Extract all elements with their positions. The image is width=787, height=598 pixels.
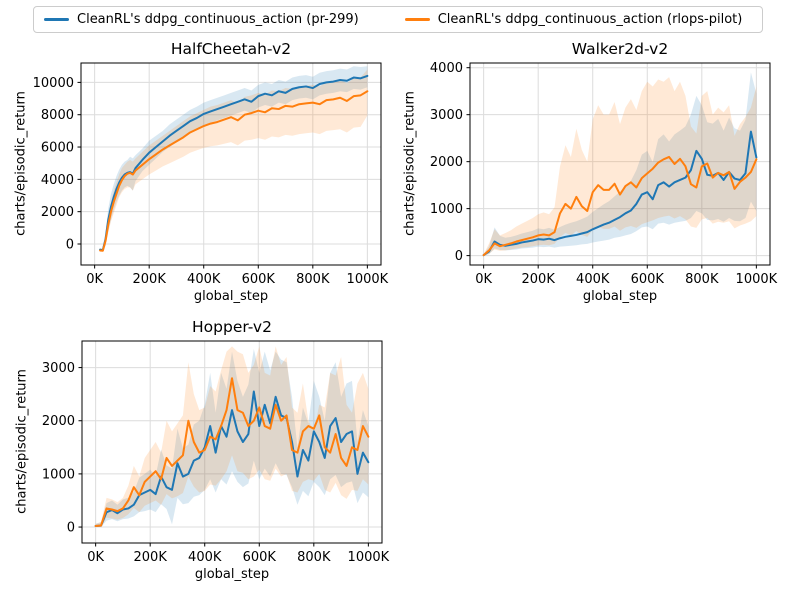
x-tick-label: 1000K bbox=[736, 272, 778, 287]
legend-label: CleanRL's ddpg_continuous_action (pr-299… bbox=[77, 12, 359, 27]
y-tick-label: 1000 bbox=[430, 202, 463, 217]
halfcheetah-chart: 0K 200K 400K 600K 800K 1000K 0 2000 4000 6000 8000… bbox=[33, 62, 389, 287]
confidence-band bbox=[483, 72, 757, 256]
chart-title-halfcheetah: HalfCheetah-v2 bbox=[170, 40, 292, 58]
x-tick-label: 600K bbox=[243, 550, 277, 565]
x-tick-label: 800K bbox=[297, 550, 331, 565]
y-tick-label: 4000 bbox=[41, 173, 74, 188]
axes-spines bbox=[80, 62, 382, 266]
x-tick-label: 400K bbox=[576, 272, 610, 287]
y-tick-label: 8000 bbox=[41, 108, 74, 123]
x-tick-label: 0K bbox=[475, 272, 492, 287]
y-tick-label: 3000 bbox=[430, 108, 463, 123]
series-line bbox=[94, 390, 370, 527]
chart-title-walker2d: Walker2d-v2 bbox=[571, 40, 669, 58]
x-axis-label-walker2d: global_step bbox=[582, 289, 658, 304]
confidence-band bbox=[100, 69, 368, 252]
legend: CleanRL's ddpg_continuous_action (pr-299… bbox=[33, 6, 763, 33]
y-tick-label: 0 bbox=[455, 249, 463, 264]
y-tick-label: 3000 bbox=[42, 361, 75, 376]
axes-spines bbox=[81, 340, 383, 544]
x-tick-label: 600K bbox=[242, 272, 276, 287]
x-tick-label: 200K bbox=[522, 272, 556, 287]
y-tick-label: 0 bbox=[67, 521, 75, 536]
y-tick-label: 6000 bbox=[41, 141, 74, 156]
walker2d-chart: 0K 200K 400K 600K 800K 1000K 0 1000 2000 3000 4000 bbox=[430, 61, 778, 287]
x-tick-label: 1000K bbox=[347, 272, 389, 287]
y-tick-label: 1000 bbox=[42, 467, 75, 482]
legend-entry-pr-299: CleanRL's ddpg_continuous_action (pr-299… bbox=[44, 12, 359, 27]
x-tick-label: 800K bbox=[685, 272, 719, 287]
confidence-band bbox=[483, 77, 757, 256]
legend-line-swatch-orange bbox=[404, 18, 430, 21]
x-tick-label: 200K bbox=[133, 272, 167, 287]
legend-line-swatch-blue bbox=[44, 18, 69, 21]
x-tick-label: 800K bbox=[296, 272, 330, 287]
series-line bbox=[482, 155, 758, 257]
x-tick-label: 0K bbox=[86, 272, 103, 287]
series-line bbox=[99, 90, 369, 252]
axes-spines bbox=[469, 62, 771, 266]
x-axis-label-hopper: global_step bbox=[194, 567, 270, 582]
chart-title-hopper: Hopper-v2 bbox=[192, 318, 272, 336]
x-axis-label-halfcheetah: global_step bbox=[193, 289, 269, 304]
x-tick-label: 0K bbox=[87, 550, 104, 565]
y-tick-label: 10000 bbox=[33, 76, 74, 91]
x-tick-label: 1000K bbox=[348, 550, 390, 565]
y-tick-label: 4000 bbox=[430, 61, 463, 76]
legend-label: CleanRL's ddpg_continuous_action (rlops-… bbox=[437, 12, 743, 27]
y-tick-label: 0 bbox=[66, 237, 74, 252]
y-tick-label: 2000 bbox=[430, 155, 463, 170]
series-line bbox=[94, 377, 370, 527]
x-tick-label: 400K bbox=[188, 550, 222, 565]
y-tick-label: 2000 bbox=[42, 414, 75, 429]
x-tick-label: 200K bbox=[134, 550, 168, 565]
x-tick-label: 400K bbox=[187, 272, 221, 287]
x-tick-label: 600K bbox=[631, 272, 665, 287]
hopper-chart: 0K 200K 400K 600K 800K 1000K 0 1000 2000 3000 bbox=[42, 340, 390, 565]
series-line bbox=[99, 74, 369, 252]
legend-entry-rlops-pilot: CleanRL's ddpg_continuous_action (rlops-… bbox=[404, 12, 743, 27]
y-tick-label: 2000 bbox=[41, 205, 74, 220]
